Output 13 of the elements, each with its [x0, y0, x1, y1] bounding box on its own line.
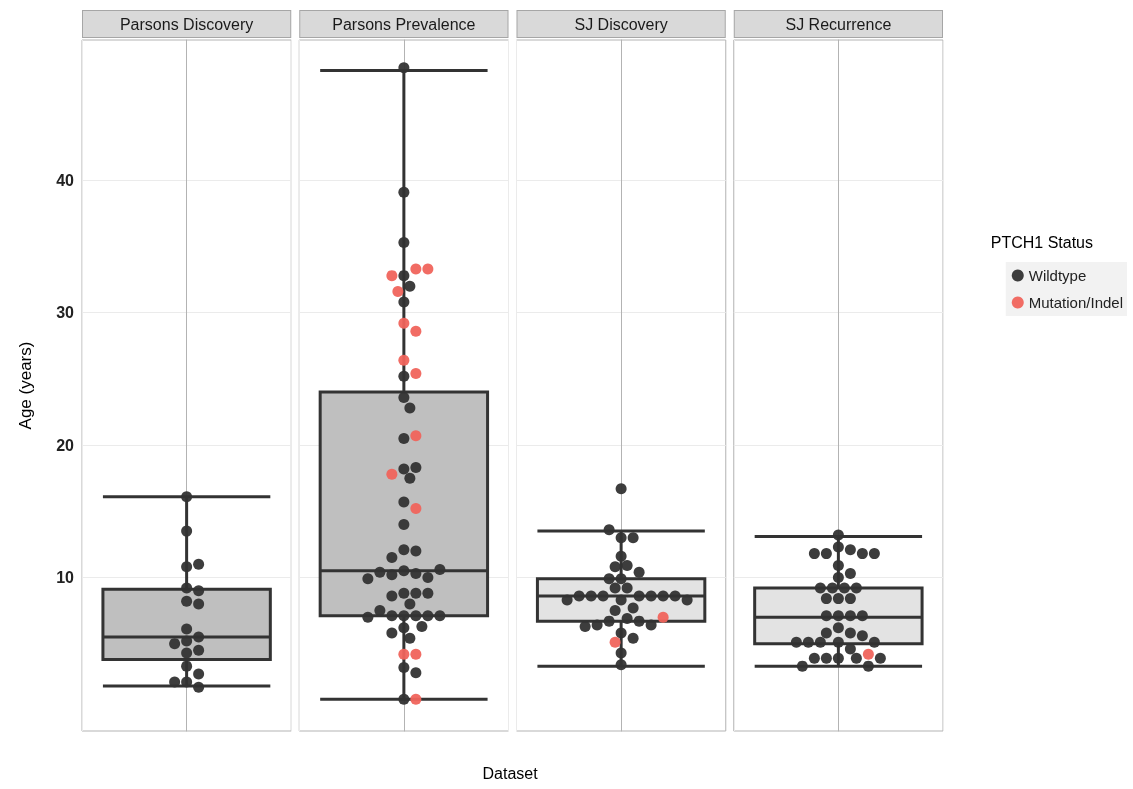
- y-tick-label: 40: [56, 171, 75, 189]
- x-tick-label: Parsons Prevalence: [332, 15, 476, 33]
- x-tick-label: Parsons Discovery: [119, 15, 254, 33]
- x-tick-label: SJ Discovery: [574, 15, 668, 33]
- y-tick-label: 10: [56, 568, 75, 586]
- legend-label: Mutation/Indel: [1028, 294, 1124, 311]
- y-axis-title: Age (years): [16, 341, 35, 430]
- legend-label: Wildtype: [1028, 267, 1087, 284]
- x-axis-title: Dataset: [482, 764, 539, 782]
- y-tick-label: 20: [56, 436, 75, 454]
- x-tick-label: SJ Recurrence: [785, 15, 892, 33]
- legend-title: PTCH1 Status: [990, 233, 1094, 251]
- y-tick-label: 30: [56, 304, 75, 322]
